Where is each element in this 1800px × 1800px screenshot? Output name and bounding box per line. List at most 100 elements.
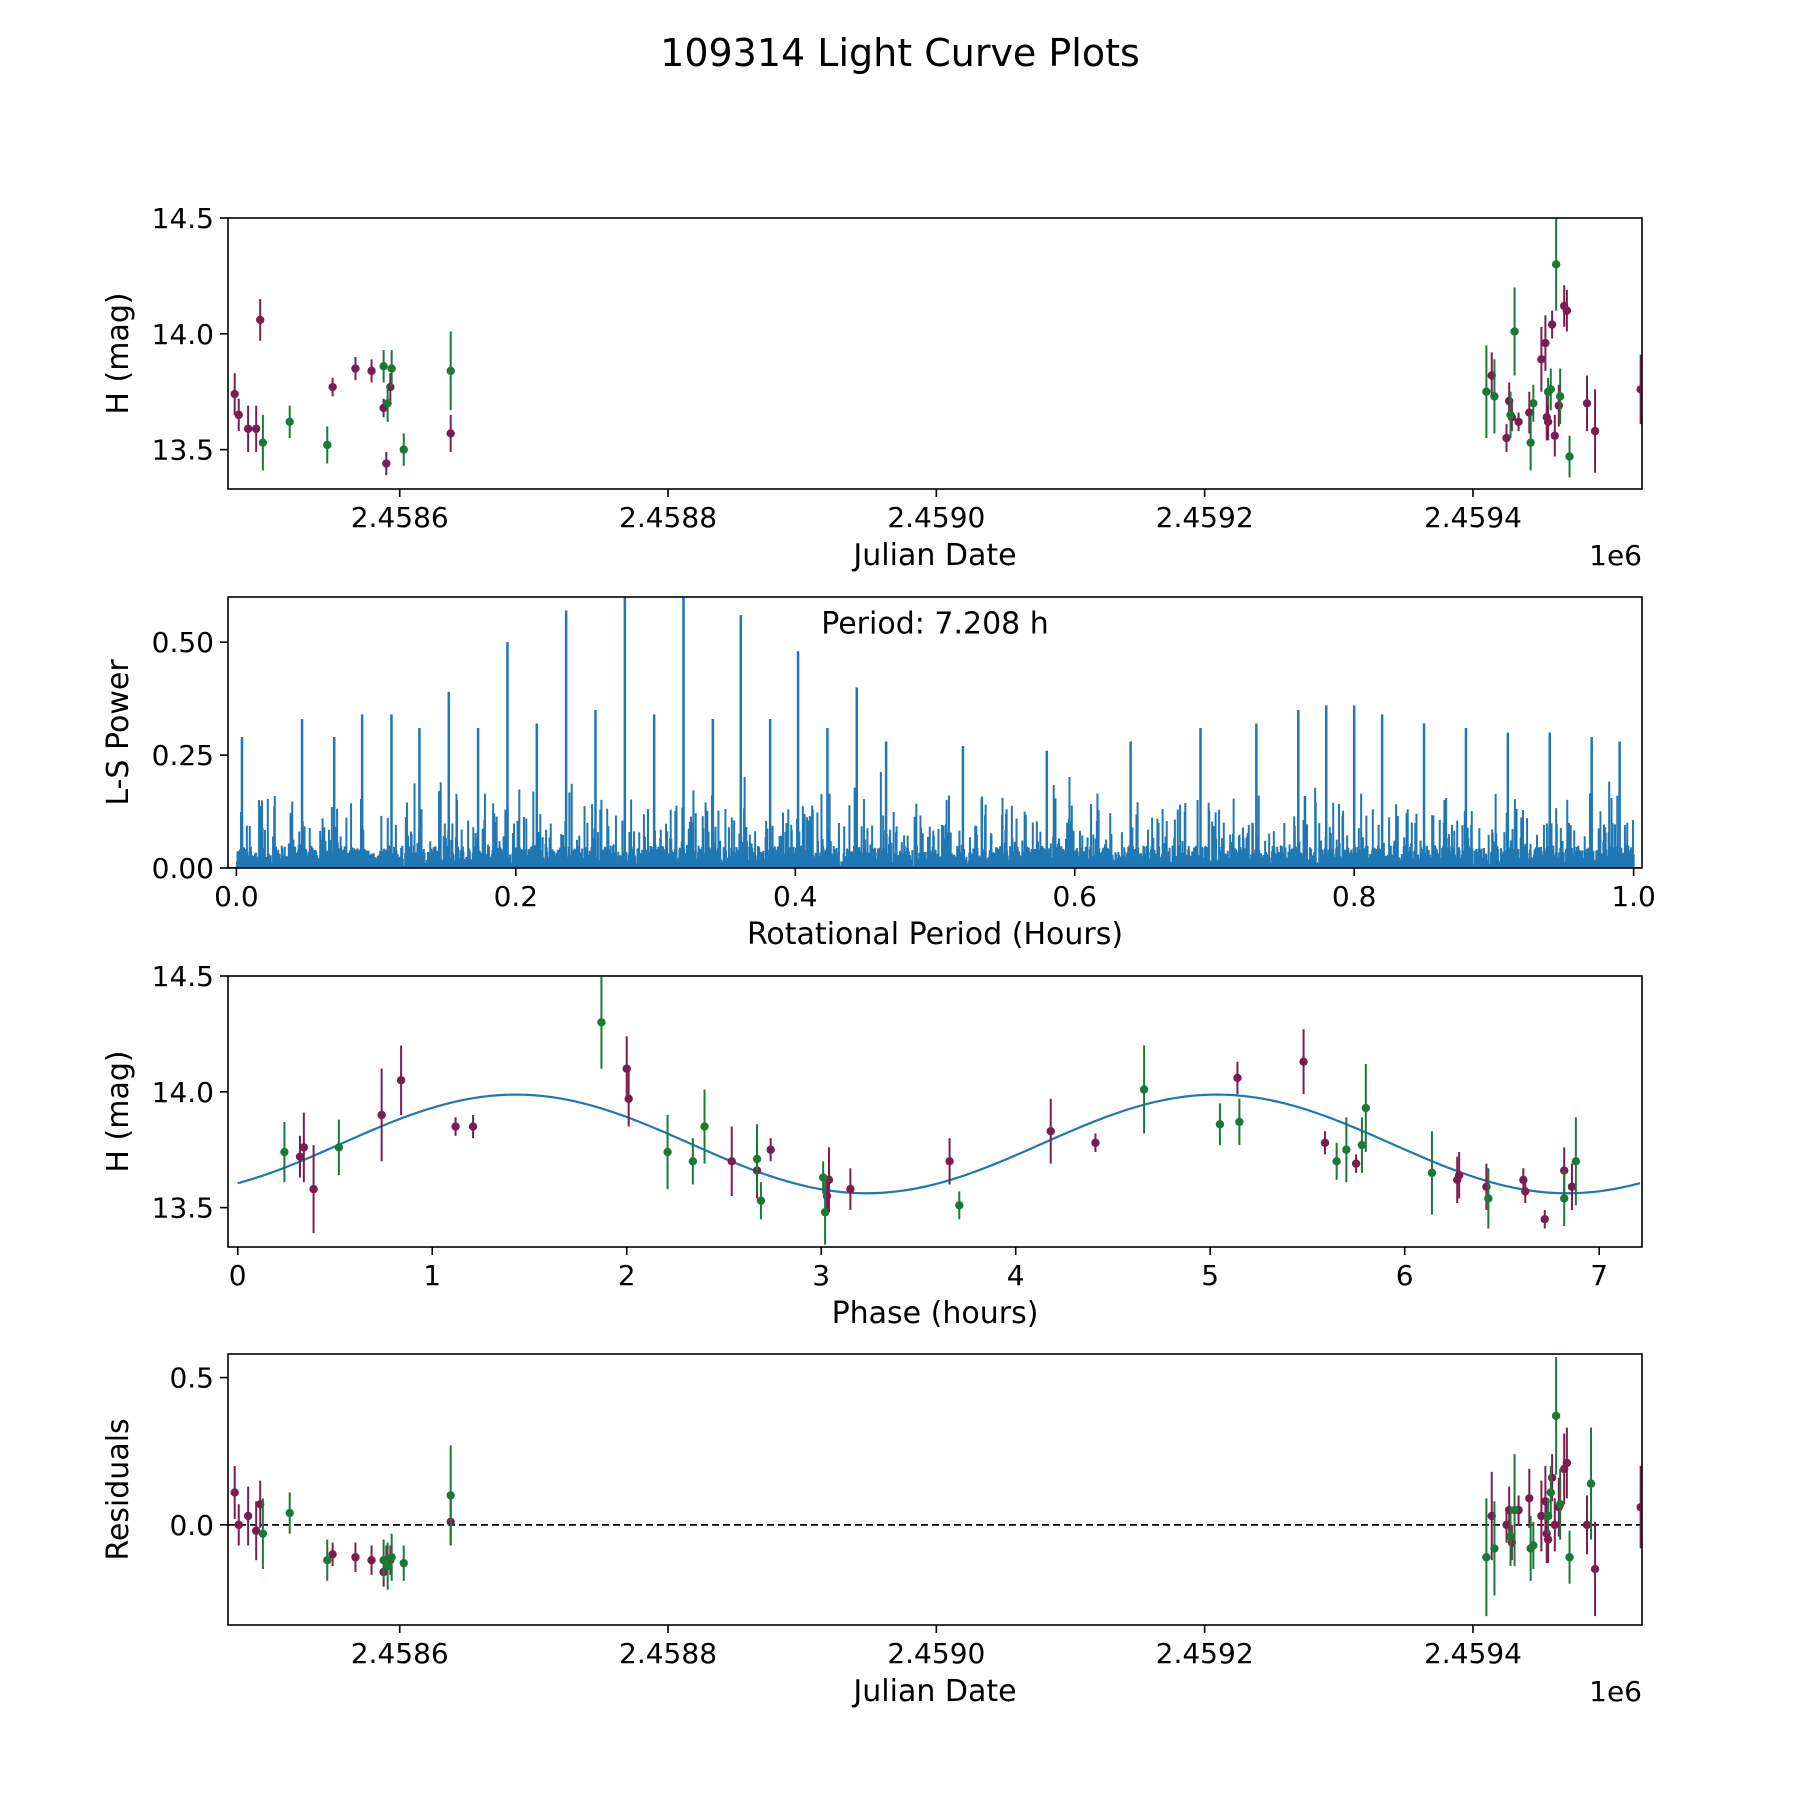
data-point-purple	[1537, 1511, 1546, 1521]
x-axis-label: Julian Date	[851, 538, 1016, 573]
data-point-green	[1571, 1157, 1581, 1166]
data-point-purple	[377, 1110, 386, 1120]
data-point-green	[597, 1018, 606, 1027]
data-point-green	[1342, 1145, 1351, 1154]
data-point-green	[334, 1143, 344, 1152]
data-point-green	[379, 1555, 388, 1565]
data-point-green	[399, 1558, 408, 1568]
y-tick-label: 14.5	[152, 960, 214, 993]
y-tick-label: 14.0	[152, 318, 214, 351]
data-point-green	[1506, 410, 1515, 420]
data-point-purple	[1636, 1502, 1642, 1512]
data-point-green	[323, 1555, 332, 1565]
data-point-green	[383, 399, 392, 408]
data-point-green	[752, 1154, 762, 1164]
data-point-purple	[367, 1555, 376, 1565]
data-point-purple	[1525, 408, 1534, 417]
data-point-green	[1551, 1411, 1561, 1421]
data-point-green	[1529, 399, 1538, 408]
plot-area	[230, 218, 1642, 478]
x-tick-label: 2.4592	[1156, 1637, 1254, 1670]
axes-frame	[227, 596, 1643, 869]
x-tick-label: 2.4590	[887, 1637, 985, 1670]
x-tick-label: 2.4594	[1424, 1637, 1522, 1670]
data-point-purple	[1521, 1187, 1530, 1196]
data-point-purple	[1554, 401, 1564, 410]
y-tick-label: 0.00	[152, 852, 214, 885]
data-point-purple	[1091, 1138, 1100, 1147]
data-point-purple	[328, 382, 337, 392]
data-point-green	[446, 1491, 455, 1500]
data-point-green	[1526, 438, 1535, 447]
data-point-green	[1586, 1479, 1596, 1488]
x-tick-label: 5	[1201, 1259, 1219, 1292]
data-point-green	[1565, 452, 1574, 461]
y-tick-label: 14.0	[152, 1076, 214, 1109]
data-point-green	[1235, 1117, 1244, 1127]
x-offset-label: 1e6	[1589, 539, 1642, 572]
data-point-green	[1482, 387, 1491, 396]
data-point-green	[1555, 392, 1565, 401]
data-point-purple	[1543, 1535, 1553, 1544]
x-tick-label: 2.4586	[351, 1637, 449, 1670]
x-tick-label: 0.6	[1052, 880, 1097, 913]
data-point-green	[383, 1561, 392, 1571]
y-axis-label: H (mag)	[101, 1050, 136, 1172]
data-point-green	[1555, 1500, 1565, 1509]
y-axis-label: L-S Power	[101, 659, 136, 806]
data-point-purple	[945, 1157, 954, 1166]
data-point-purple	[1514, 417, 1523, 427]
data-point-purple	[727, 1157, 736, 1166]
x-tick-label: 2.4588	[619, 1637, 717, 1670]
y-axis-label: Residuals	[101, 1418, 136, 1560]
data-point-purple	[230, 1488, 239, 1497]
data-point-green	[1361, 1103, 1371, 1113]
data-point-green	[285, 1508, 294, 1518]
data-point-purple	[234, 410, 243, 420]
y-tick-label: 13.5	[152, 1192, 214, 1225]
data-point-purple	[1502, 433, 1511, 443]
data-point-green	[1484, 1194, 1493, 1203]
data-point-green	[1551, 260, 1561, 269]
data-point-purple	[1543, 417, 1553, 427]
data-point-purple	[1046, 1126, 1055, 1136]
data-point-green	[1546, 385, 1555, 394]
x-tick-label: 0	[229, 1259, 247, 1292]
x-tick-label: 2.4594	[1424, 501, 1522, 534]
axes-frame	[227, 1353, 1643, 1626]
data-point-purple	[1582, 1520, 1592, 1530]
y-tick-label: 0.50	[152, 626, 214, 659]
data-point-purple	[1547, 1473, 1557, 1482]
data-point-purple	[1299, 1057, 1308, 1066]
data-point-purple	[1582, 399, 1592, 408]
data-point-purple	[309, 1184, 318, 1194]
data-point-green	[700, 1122, 709, 1131]
data-point-purple	[624, 1094, 633, 1103]
x-tick-label: 2.4590	[887, 501, 985, 534]
data-point-purple	[1550, 431, 1559, 440]
data-point-purple	[234, 1520, 243, 1530]
x-tick-label: 1.0	[1611, 880, 1656, 913]
x-offset-label: 1e6	[1589, 1675, 1642, 1708]
x-tick-label: 0.2	[494, 880, 539, 913]
data-point-green	[1427, 1168, 1437, 1178]
data-point-green	[756, 1196, 766, 1205]
data-point-green	[323, 440, 332, 450]
data-point-green	[955, 1201, 964, 1210]
x-axis-label: Phase (hours)	[832, 1296, 1039, 1331]
sinusoid-fit-curve	[237, 1093, 1641, 1195]
data-point-purple	[1320, 1138, 1330, 1147]
data-point-green	[1139, 1085, 1149, 1094]
data-point-purple	[622, 1064, 631, 1073]
data-point-purple	[766, 1145, 775, 1154]
data-point-green	[1565, 1553, 1574, 1562]
residuals-panel: 2.4586 2.4588 2.4590 2.4592 2.4594 0.0 0.5 Juli…	[101, 1353, 1643, 1709]
data-point-purple	[1550, 1520, 1559, 1530]
phase-folded-panel: 0 1 2 3 4 5 6 7 13.5 14.0 14.5 Phase (hours) H (mag)	[101, 960, 1643, 1331]
data-point-purple	[1525, 1494, 1534, 1503]
period-annotation: Period: 7.208 h	[821, 607, 1049, 642]
data-point-green	[387, 1553, 396, 1562]
data-point-green	[1482, 1553, 1491, 1562]
y-tick-label: 0.0	[169, 1509, 214, 1542]
data-point-green	[818, 1173, 828, 1182]
